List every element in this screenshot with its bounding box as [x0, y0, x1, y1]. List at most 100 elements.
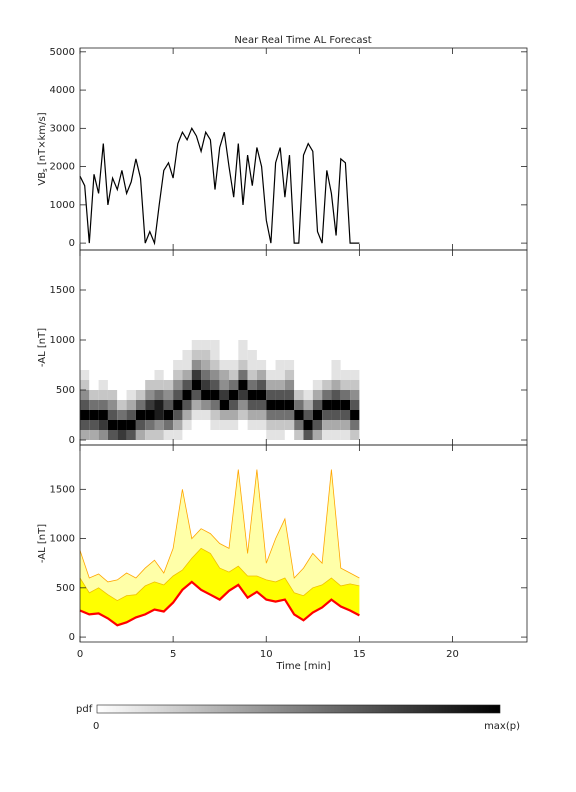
heat-cell — [117, 380, 127, 390]
heat-cell — [191, 360, 202, 370]
heat-cell — [135, 350, 146, 360]
heat-cell — [350, 410, 360, 420]
heat-cell — [266, 370, 276, 380]
y-tick-label: 4000 — [50, 85, 75, 96]
chart-title: Near Real Time AL Forecast — [234, 35, 371, 46]
heat-cell — [238, 360, 248, 370]
heat-cell — [219, 350, 229, 360]
heat-cell — [98, 350, 108, 360]
heat-cell — [331, 390, 341, 400]
heat-cell — [210, 360, 220, 370]
y-label-main: VB — [37, 172, 48, 186]
heat-cell — [229, 430, 239, 440]
heat-cell — [229, 390, 239, 400]
x-tick-label: 15 — [353, 649, 366, 660]
heat-cell — [117, 350, 127, 360]
heat-cell — [89, 400, 99, 410]
heat-cell — [201, 420, 211, 430]
heat-cell — [238, 340, 248, 350]
heat-cell — [145, 390, 155, 400]
heat-cell — [191, 410, 202, 420]
y-tick-label: 1500 — [50, 285, 75, 296]
heat-cell — [256, 380, 267, 390]
heat-cell — [80, 350, 90, 360]
heat-cell — [275, 370, 285, 380]
heat-cell — [238, 380, 248, 390]
heat-cell — [107, 400, 118, 410]
heat-cell — [145, 350, 155, 360]
heat-cell — [340, 430, 351, 440]
heat-cell — [266, 350, 276, 360]
heat-cell — [182, 360, 192, 370]
heat-cell — [256, 390, 267, 400]
heat-cell — [294, 370, 304, 380]
heat-cell — [238, 430, 248, 440]
heat-cell — [163, 340, 174, 350]
heat-cell — [322, 360, 332, 370]
heat-cell — [163, 420, 174, 430]
heat-cell — [89, 380, 99, 390]
heat-cell — [117, 370, 127, 380]
heat-cell — [350, 340, 360, 350]
heat-cell — [201, 400, 211, 410]
heat-cell — [201, 340, 211, 350]
heat-cell — [303, 420, 313, 430]
plot-frame — [79, 444, 528, 643]
heat-cell — [163, 410, 174, 420]
heat-cell — [89, 390, 99, 400]
heat-cell — [312, 400, 323, 410]
heat-cell — [284, 430, 295, 440]
heat-cell — [98, 360, 108, 370]
y-axis-label: VBs [nT×km/s] — [37, 112, 49, 185]
heat-cell — [126, 370, 136, 380]
heat-cell — [312, 420, 323, 430]
heat-cell — [350, 360, 360, 370]
y-axis-label: -AL [nT] — [37, 524, 48, 563]
heat-cell — [173, 360, 183, 370]
heat-cell — [107, 370, 118, 380]
heat-cell — [331, 340, 341, 350]
heat-cell — [173, 400, 183, 410]
heat-cell — [98, 430, 108, 440]
heat-cell — [163, 380, 174, 390]
heat-cell — [89, 340, 99, 350]
heat-cell — [331, 430, 341, 440]
heat-cell — [322, 430, 332, 440]
heat-cell — [89, 360, 99, 370]
heat-cell — [275, 350, 285, 360]
heat-cell — [117, 410, 127, 420]
heat-cell — [229, 370, 239, 380]
heat-cell — [229, 340, 239, 350]
y-tick-label: 1500 — [50, 484, 75, 495]
heat-cell — [210, 430, 220, 440]
heat-cell — [219, 360, 229, 370]
heat-cell — [210, 370, 220, 380]
heat-cell — [117, 400, 127, 410]
heat-cell — [173, 410, 183, 420]
heat-cell — [163, 430, 174, 440]
heat-cell — [219, 400, 229, 410]
heat-cell — [275, 360, 285, 370]
heat-cell — [80, 370, 90, 380]
heat-cell — [107, 350, 118, 360]
heat-cell — [126, 390, 136, 400]
heat-cell — [238, 420, 248, 430]
heat-cell — [163, 350, 174, 360]
heat-cell — [229, 410, 239, 420]
heat-cell — [331, 350, 341, 360]
heat-cell — [294, 430, 304, 440]
heat-cell — [154, 360, 164, 370]
heat-cell — [331, 360, 341, 370]
heat-cell — [303, 390, 313, 400]
heat-cell — [145, 410, 155, 420]
x-tick-label: 0 — [77, 649, 83, 660]
heat-cell — [126, 430, 136, 440]
heat-cell — [80, 360, 90, 370]
heat-cell — [350, 390, 360, 400]
heat-cell — [163, 390, 174, 400]
heat-cell — [154, 400, 164, 410]
heat-cell — [107, 340, 118, 350]
heat-cell — [266, 430, 276, 440]
heat-cell — [163, 370, 174, 380]
heat-cell — [340, 350, 351, 360]
